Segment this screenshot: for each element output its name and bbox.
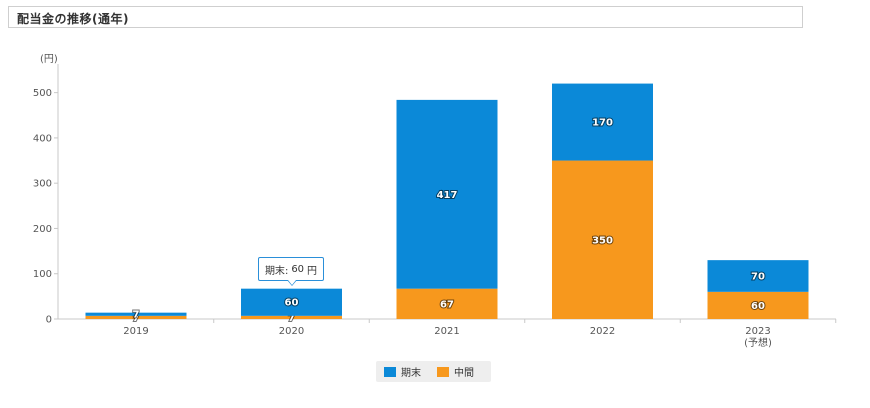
x-tick-label: 2023	[745, 326, 770, 337]
page-title: 配当金の推移(通年)	[17, 12, 129, 26]
data-label: 7	[133, 313, 140, 324]
y-tick-label: 400	[33, 133, 52, 144]
y-tick-label: 300	[33, 179, 52, 190]
bar-segment	[707, 291, 809, 319]
bar-segment	[396, 99, 498, 289]
title-box: 配当金の推移(通年)	[8, 6, 803, 28]
data-label: 417	[437, 190, 458, 201]
bar-segment	[552, 160, 653, 319]
legend-swatch-chukan	[437, 366, 449, 377]
tooltip-value: 60	[291, 263, 305, 275]
tooltip-arrow-inner	[288, 280, 296, 285]
data-label: 67	[440, 299, 454, 310]
tooltip: 期末: 60 円	[258, 257, 324, 281]
bar-segment	[241, 288, 342, 316]
data-label: 60	[285, 298, 299, 309]
legend-item-kimatsu[interactable]: 期末	[384, 364, 421, 379]
bar-segment	[552, 83, 653, 161]
data-label: 350	[592, 235, 613, 246]
legend-swatch-kimatsu	[384, 366, 396, 377]
bar-segment	[85, 315, 187, 319]
data-label: 60	[751, 301, 765, 312]
bar-segment	[396, 288, 498, 319]
y-tick-label: 200	[33, 224, 52, 235]
tooltip-series: 期末:	[264, 265, 289, 277]
bar-segment	[241, 315, 342, 319]
x-tick-label: 2022	[590, 326, 615, 337]
y-tick-label: 100	[33, 269, 52, 280]
legend-item-chukan[interactable]: 中間	[437, 364, 474, 379]
legend-label-chukan: 中間	[454, 368, 474, 379]
legend: 期末 中間	[376, 361, 491, 382]
y-tick-label: 500	[33, 88, 52, 99]
tooltip-unit: 円	[307, 265, 318, 277]
bar-segment	[707, 260, 809, 292]
data-label: 170	[592, 118, 613, 129]
x-tick-label: 2020	[279, 326, 304, 337]
x-tick-sublabel: (予想)	[744, 336, 772, 349]
bar-segment	[85, 312, 187, 316]
data-label: 7	[288, 313, 295, 324]
legend-label-kimatsu: 期末	[401, 368, 421, 379]
data-label: 7	[133, 310, 140, 321]
x-tick-label: 2021	[434, 326, 459, 337]
data-label: 70	[751, 271, 765, 282]
x-tick-label: 2019	[123, 326, 148, 337]
y-tick-label: 0	[46, 315, 52, 326]
y-axis-label: (円)	[40, 54, 58, 65]
